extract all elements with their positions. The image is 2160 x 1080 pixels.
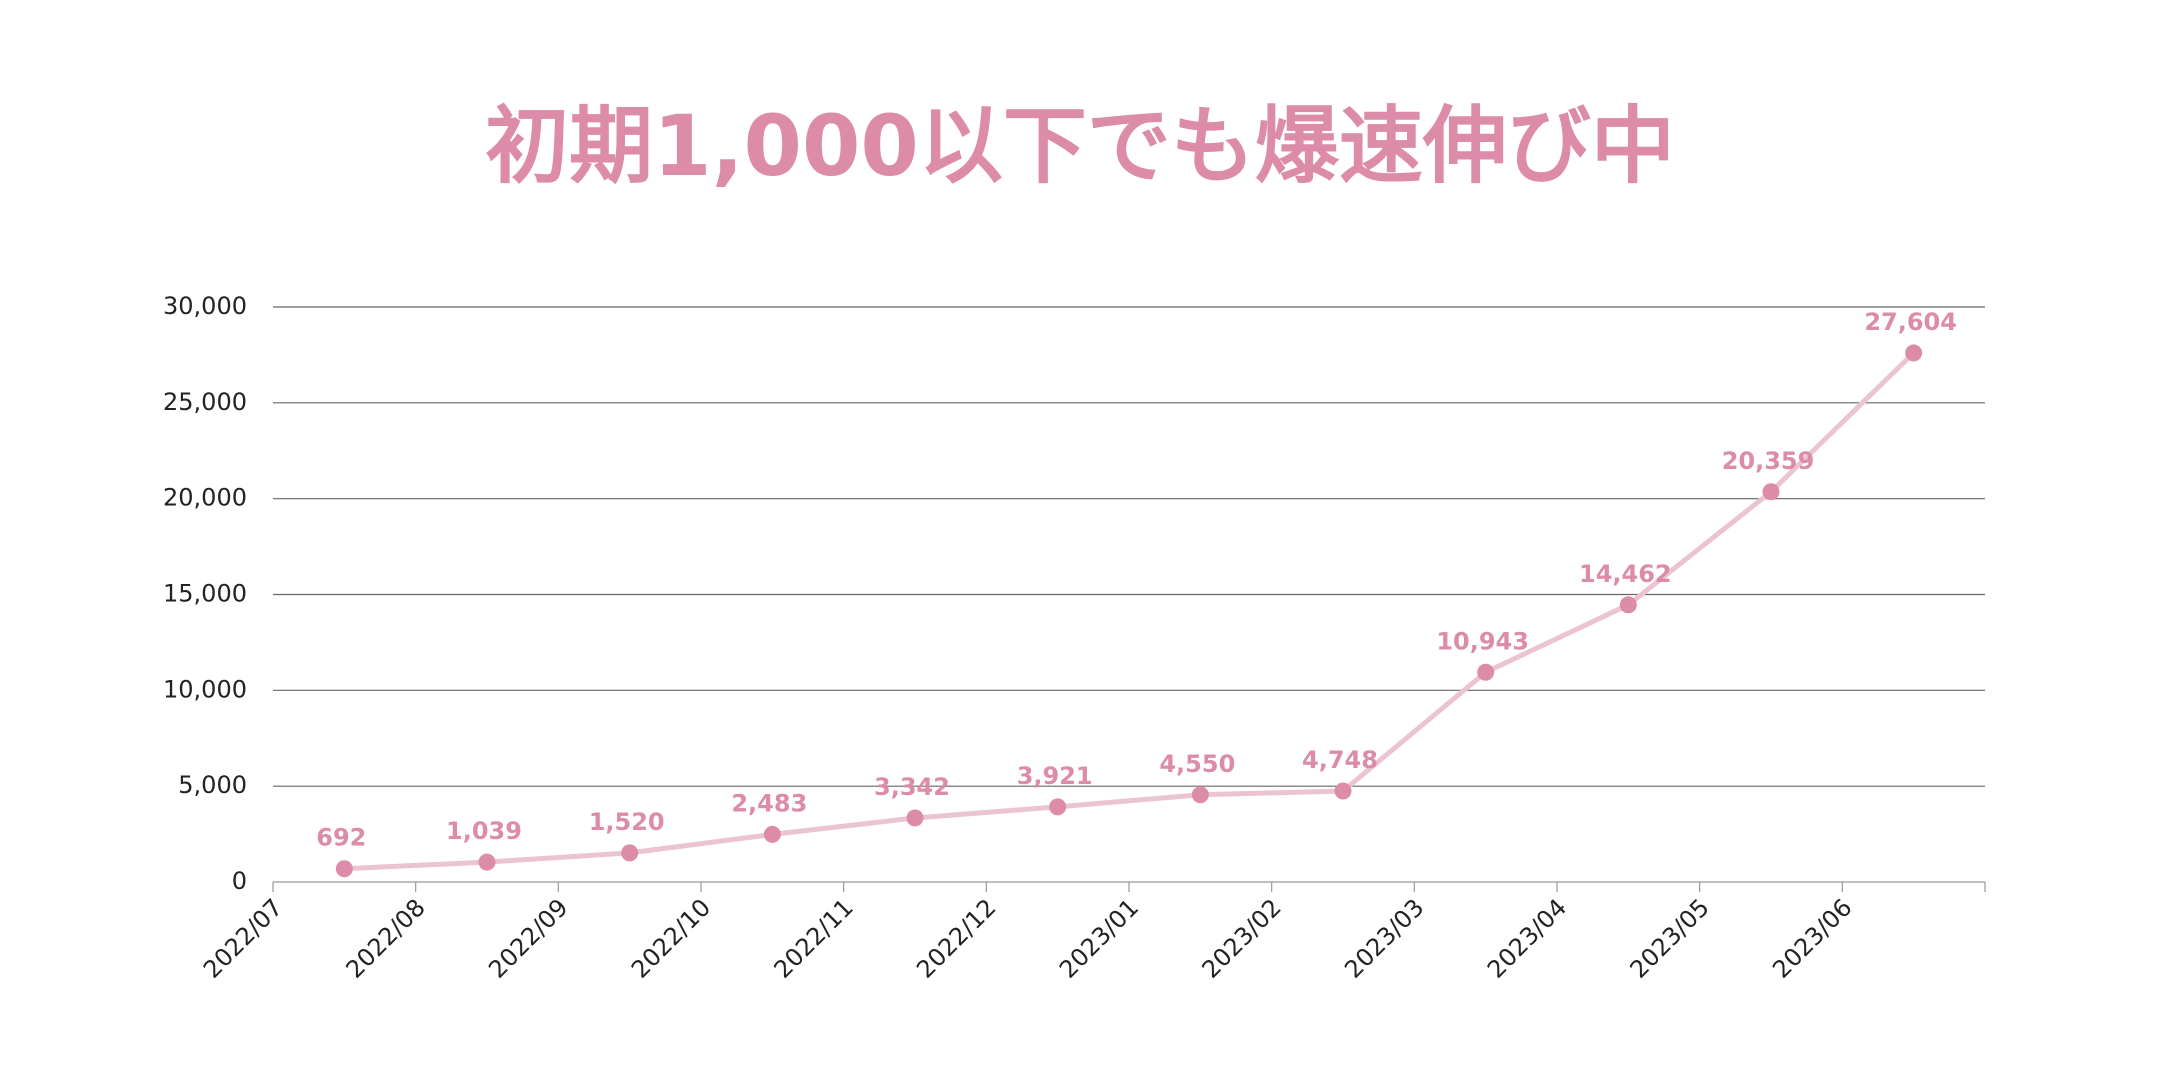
data-label: 1,039 [446, 817, 522, 845]
data-point [1477, 663, 1495, 681]
x-tick-label: 2023/02 [1197, 893, 1287, 983]
chart-title: 初期1,000以下でも爆速伸び中 [485, 97, 1675, 195]
data-point [1191, 786, 1209, 804]
data-label: 10,943 [1436, 627, 1529, 655]
data-label: 2,483 [731, 789, 807, 817]
y-tick-label: 5,000 [178, 771, 247, 799]
data-label: 14,462 [1579, 560, 1672, 588]
y-tick-label: 30,000 [163, 292, 247, 320]
x-tick-label: 2023/03 [1339, 893, 1429, 983]
data-label: 1,520 [589, 808, 665, 836]
data-point [621, 844, 639, 862]
data-point [335, 860, 353, 878]
x-tick-label: 2022/10 [626, 893, 716, 983]
y-tick-label: 20,000 [163, 484, 247, 512]
x-tick-label: 2023/01 [1054, 893, 1144, 983]
y-tick-label: 25,000 [163, 388, 247, 416]
data-label: 692 [316, 824, 366, 852]
x-tick-label: 2022/11 [769, 893, 859, 983]
x-tick-label: 2022/07 [198, 893, 288, 983]
data-point [906, 809, 924, 827]
x-tick-label: 2022/09 [483, 893, 573, 983]
data-point [1049, 798, 1067, 816]
y-tick-label: 15,000 [163, 580, 247, 608]
data-point [1334, 782, 1352, 800]
data-label: 4,550 [1159, 750, 1235, 778]
x-tick-label: 2022/08 [341, 893, 431, 983]
x-tick-label: 2023/06 [1767, 893, 1857, 983]
data-point [763, 825, 781, 843]
data-point [1762, 483, 1780, 501]
data-point [1905, 344, 1923, 362]
series-line [344, 351, 1916, 872]
data-point [1619, 596, 1637, 614]
data-label: 3,921 [1017, 762, 1093, 790]
y-tick-label: 0 [232, 867, 247, 895]
data-label: 3,342 [874, 773, 950, 801]
x-tick-label: 2022/12 [911, 893, 1001, 983]
data-label: 20,359 [1722, 447, 1815, 475]
data-point [478, 853, 496, 871]
y-tick-label: 10,000 [163, 675, 247, 703]
x-tick-label: 2023/05 [1625, 893, 1715, 983]
data-label: 4,748 [1302, 746, 1378, 774]
x-tick-label: 2023/04 [1482, 893, 1572, 983]
data-label: 27,604 [1864, 308, 1957, 336]
